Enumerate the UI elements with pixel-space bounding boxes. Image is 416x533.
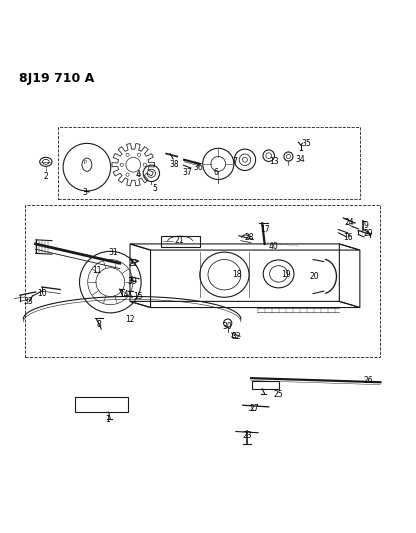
- Text: 40: 40: [269, 243, 279, 251]
- Text: 28: 28: [244, 233, 254, 243]
- Text: 10: 10: [37, 289, 47, 297]
- Text: 2: 2: [44, 172, 48, 181]
- Text: 25: 25: [274, 390, 283, 399]
- Text: 27: 27: [249, 403, 259, 413]
- Text: 20: 20: [310, 272, 319, 281]
- Text: 23: 23: [242, 431, 252, 440]
- Text: 18: 18: [232, 270, 241, 279]
- Text: 32: 32: [231, 332, 241, 341]
- Text: 35: 35: [302, 139, 312, 148]
- Text: 24: 24: [345, 217, 354, 227]
- Text: 14: 14: [119, 290, 129, 299]
- Text: 6: 6: [214, 167, 219, 176]
- Text: 17: 17: [261, 225, 270, 234]
- Text: 34: 34: [296, 155, 306, 164]
- Text: 31: 31: [108, 248, 118, 256]
- Text: 15: 15: [134, 292, 143, 301]
- Text: 26: 26: [363, 376, 373, 385]
- Text: 38: 38: [170, 160, 179, 169]
- Text: 3: 3: [82, 188, 87, 197]
- Text: 11: 11: [92, 266, 102, 275]
- Text: 7: 7: [232, 157, 237, 166]
- Text: 13: 13: [269, 157, 278, 166]
- Text: 16: 16: [343, 233, 352, 243]
- Text: 22: 22: [129, 259, 138, 268]
- Bar: [74, 397, 128, 412]
- Text: 8J19 710 A: 8J19 710 A: [19, 71, 94, 85]
- Bar: [253, 382, 279, 389]
- Text: 33: 33: [23, 297, 33, 306]
- Text: 1: 1: [105, 415, 110, 424]
- Text: 36: 36: [193, 164, 203, 173]
- Text: 12: 12: [125, 316, 135, 325]
- Text: 4: 4: [136, 169, 141, 179]
- Text: 9: 9: [364, 221, 369, 230]
- Text: 19: 19: [281, 270, 291, 279]
- Text: P: P: [83, 160, 86, 165]
- Text: 30: 30: [223, 321, 233, 330]
- Text: 37: 37: [183, 167, 192, 176]
- Text: 5: 5: [152, 184, 157, 193]
- Text: 21: 21: [175, 236, 184, 245]
- Text: 8: 8: [97, 320, 102, 329]
- Text: 29: 29: [363, 229, 373, 238]
- Text: 39: 39: [127, 277, 137, 286]
